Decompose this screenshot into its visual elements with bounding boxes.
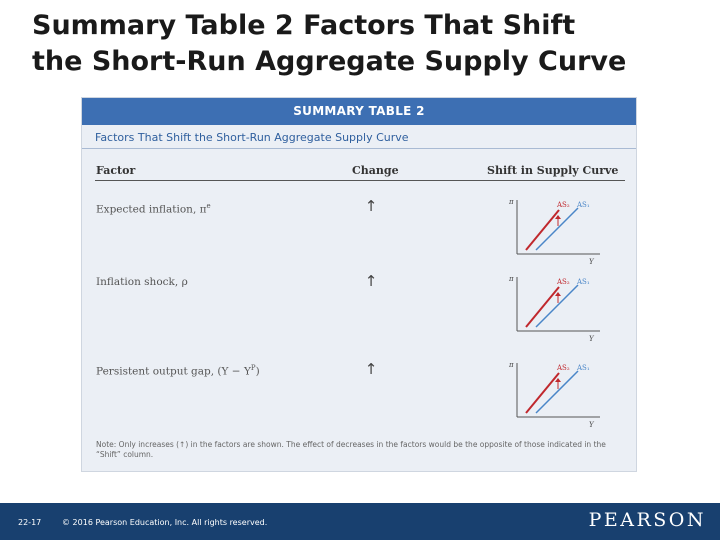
x-axis-label: Y <box>589 335 594 343</box>
up-arrow-icon: ↑ <box>364 197 378 215</box>
pearson-logo: PEARSON <box>588 509 706 531</box>
new-supply-curve <box>525 209 560 251</box>
old-supply-curve <box>535 370 579 414</box>
shift-arrow-head <box>555 292 561 296</box>
x-axis-label: Y <box>589 421 594 429</box>
factor-persistent-output-gap: Persistent output gap, (Y − YP) <box>96 364 260 378</box>
x-axis-label: Y <box>589 258 594 266</box>
curve-label-old: AS₁ <box>577 201 590 209</box>
summary-table: SUMMARY TABLE 2 Factors That Shift the S… <box>81 97 637 472</box>
curve-label-old: AS₁ <box>577 364 590 372</box>
old-supply-curve <box>535 207 579 251</box>
copyright-text: © 2016 Pearson Education, Inc. All right… <box>62 518 268 527</box>
up-arrow-icon: ↑ <box>364 272 378 290</box>
column-header-change: Change <box>352 164 399 177</box>
shift-graph-svg <box>516 200 600 255</box>
curve-label-old: AS₁ <box>577 278 590 286</box>
y-axis-label: π <box>509 275 514 283</box>
title-line-1: Summary Table 2 Factors That Shift <box>32 10 576 41</box>
curve-label-new: AS₂ <box>557 201 570 209</box>
footer-bar: 22-17 © 2016 Pearson Education, Inc. All… <box>0 503 720 540</box>
title-line-2: the Short-Run Aggregate Supply Curve <box>32 46 627 77</box>
column-header-shift: Shift in Supply Curve <box>487 164 619 177</box>
up-arrow-icon: ↑ <box>364 360 378 378</box>
y-axis-label: π <box>509 198 514 206</box>
shift-graph-svg <box>516 277 600 332</box>
shift-arrow-head <box>555 215 561 219</box>
curve-label-new: AS₂ <box>557 364 570 372</box>
subtitle-divider <box>82 148 636 149</box>
shift-graph-svg <box>516 363 600 418</box>
slide-title: Summary Table 2 Factors That Shift the S… <box>32 8 702 80</box>
shift-graph-output-gap: π Y AS₂ AS₁ <box>502 361 602 433</box>
new-supply-curve <box>525 372 560 414</box>
column-header-divider <box>95 180 625 181</box>
factor-inflation-shock: Inflation shock, ρ <box>96 276 188 288</box>
shift-graph-expected-inflation: π Y AS₂ AS₁ <box>502 198 602 270</box>
table-note: Note: Only increases (↑) in the factors … <box>96 440 606 459</box>
column-header-factor: Factor <box>96 164 136 177</box>
shift-arrow-head <box>555 378 561 382</box>
shift-graph-inflation-shock: π Y AS₂ AS₁ <box>502 275 602 347</box>
factor-expected-inflation: Expected inflation, πe <box>96 202 211 216</box>
table-subtitle: Factors That Shift the Short-Run Aggrega… <box>95 131 409 144</box>
y-axis-label: π <box>509 361 514 369</box>
curve-label-new: AS₂ <box>557 278 570 286</box>
new-supply-curve <box>525 286 560 328</box>
table-header: SUMMARY TABLE 2 <box>82 98 636 125</box>
page-number: 22-17 <box>18 518 42 527</box>
old-supply-curve <box>535 284 579 328</box>
